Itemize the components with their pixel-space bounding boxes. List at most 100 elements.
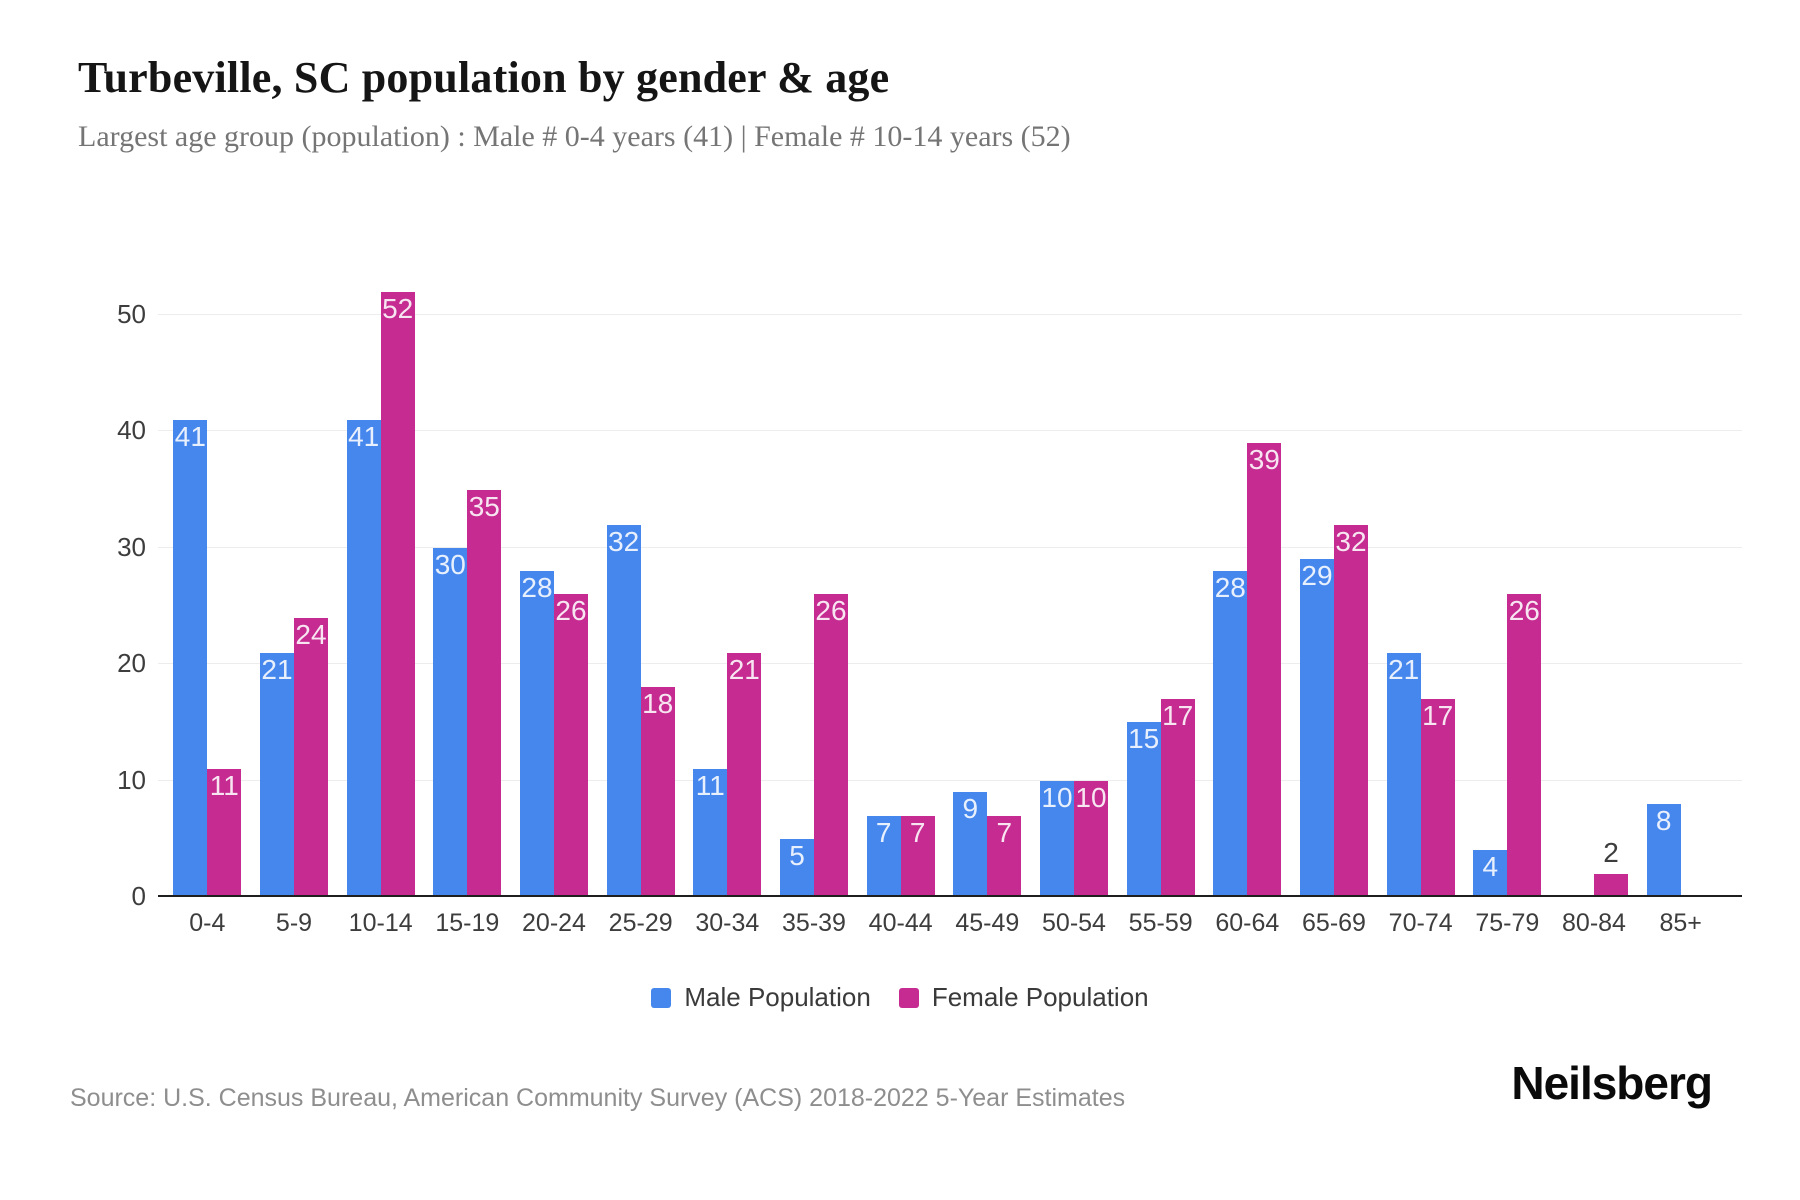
bar-female-50-54 [1073,781,1108,897]
slot-female-60-64: 39 [1247,250,1282,897]
bar-male-60-64 [1213,571,1248,897]
slot-female-75-79: 26 [1507,250,1542,897]
bar-female-80-84 [1593,874,1628,897]
value-label-female-40-44: 7 [909,817,926,848]
group-30-34: 11 21 30-34 [684,250,771,937]
bar-male-35-39 [779,839,814,897]
slot-female-20-24: 26 [553,250,588,897]
x-tick-15-19: 15-19 [435,909,500,937]
y-tick-20: 20 [117,648,146,679]
bar-male-0-4 [173,420,208,897]
group-55-59: 15 17 55-59 [1117,250,1204,937]
slot-male-30-34: 11 [693,250,728,897]
x-tick-35-39: 35-39 [782,909,846,937]
bar-female-40-44 [900,816,935,897]
chart-subtitle: Largest age group (population) : Male # … [78,120,1071,153]
slot-female-40-44: 7 [900,250,935,897]
bar-male-50-54 [1039,781,1074,897]
value-label-female-15-19: 35 [468,491,500,522]
value-label-male-40-44: 7 [875,817,892,848]
x-tick-30-34: 30-34 [695,909,760,937]
group-50-54: 10 10 50-54 [1031,250,1118,937]
bar-female-65-69 [1333,525,1368,897]
value-label-male-5-9: 21 [261,654,293,685]
bar-female-45-49 [987,816,1022,897]
slot-male-15-19: 30 [433,250,468,897]
x-tick-0-4: 0-4 [189,909,226,937]
value-label-female-30-34: 21 [728,654,760,685]
value-label-male-10-14: 41 [348,421,380,452]
value-label-female-70-74: 17 [1422,700,1454,731]
legend-item-female: Female Population [898,982,1149,1013]
gridline-30 [158,546,1742,548]
group-45-49: 9 7 45-49 [944,250,1031,937]
group-20-24: 28 26 20-24 [511,250,598,937]
slot-female-15-19: 35 [467,250,502,897]
group-70-74: 21 17 70-74 [1377,250,1464,937]
value-label-female-5-9: 24 [295,619,327,650]
chart-title: Turbeville, SC population by gender & ag… [78,53,890,102]
slot-male-40-44: 7 [866,250,901,897]
bar-male-20-24 [519,571,554,897]
value-label-female-45-49: 7 [996,817,1013,848]
source-attribution: Source: U.S. Census Bureau, American Com… [70,1084,1126,1112]
value-label-male-45-49: 9 [962,793,979,824]
group-60-64: 28 39 60-64 [1204,250,1291,937]
group-25-29: 32 18 25-29 [597,250,684,937]
value-label-female-55-59: 17 [1162,700,1194,731]
x-tick-75-79: 75-79 [1475,909,1540,937]
gridline-20 [158,663,1742,665]
bar-female-0-4 [207,769,242,897]
slot-female-0-4: 11 [207,250,242,897]
slot-female-10-14: 52 [380,250,415,897]
bar-female-60-64 [1247,443,1282,897]
bar-female-25-29 [640,687,675,897]
bar-female-35-39 [813,594,848,897]
slot-male-80-84 [1560,250,1594,897]
bar-male-65-69 [1299,559,1334,897]
group-85+: 8 85+ [1637,250,1724,937]
slot-female-65-69: 32 [1333,250,1368,897]
x-tick-20-24: 20-24 [522,909,586,937]
x-tick-60-64: 60-64 [1215,909,1280,937]
value-label-female-0-4: 11 [209,770,239,801]
gridline-50 [158,314,1742,315]
bar-groups: 41 11 0-4 21 24 5-9 41 52 10-14 30 35 15-19 28 26 20-2… [164,250,1724,937]
bar-female-5-9 [293,618,328,897]
slot-male-55-59: 15 [1126,250,1161,897]
value-label-female-75-79: 26 [1508,595,1540,626]
group-40-44: 7 7 40-44 [857,250,944,937]
value-label-male-85+: 8 [1655,805,1672,836]
bar-male-40-44 [866,816,901,897]
slot-female-35-39: 26 [813,250,848,897]
female-legend-label: Female Population [931,982,1149,1012]
bar-female-15-19 [467,490,502,897]
slot-male-60-64: 28 [1213,250,1248,897]
group-10-14: 41 52 10-14 [337,250,424,937]
group-35-39: 5 26 35-39 [771,250,858,937]
value-label-male-50-54: 10 [1041,782,1073,813]
group-65-69: 29 32 65-69 [1291,250,1378,937]
value-label-female-50-54: 10 [1075,782,1107,813]
bar-male-70-74 [1386,653,1421,897]
value-label-female-65-69: 32 [1335,526,1367,557]
group-80-84: 2 80-84 [1551,250,1638,937]
value-label-male-15-19: 30 [434,549,466,580]
slot-female-25-29: 18 [640,250,675,897]
x-tick-40-44: 40-44 [868,909,933,937]
y-tick-30: 30 [117,531,146,562]
slot-female-45-49: 7 [987,250,1022,897]
bar-male-25-29 [606,525,641,897]
bar-female-55-59 [1160,699,1195,897]
slot-male-0-4: 41 [173,250,208,897]
x-tick-80-84: 80-84 [1562,909,1626,937]
y-tick-10: 10 [117,764,146,795]
value-label-male-70-74: 21 [1388,654,1420,685]
bar-male-55-59 [1126,722,1161,897]
slot-female-5-9: 24 [293,250,328,897]
value-label-female-80-84: 2 [1603,837,1619,868]
slot-female-55-59: 17 [1160,250,1195,897]
y-tick-40: 40 [117,415,146,446]
value-label-female-35-39: 26 [815,595,847,626]
bar-female-30-34 [727,653,762,897]
